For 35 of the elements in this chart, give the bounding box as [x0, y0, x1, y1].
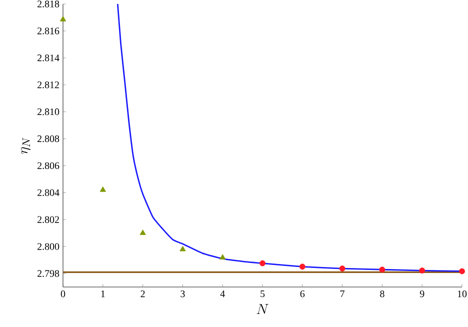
point — [459, 268, 465, 274]
x-tick-label: 7 — [340, 290, 345, 298]
y-tick-label: 2.812 — [38, 81, 59, 88]
x-axis-title: $N$ — [256, 304, 268, 314]
x-tick-label: 5 — [260, 290, 265, 298]
x-tick-label: 1 — [101, 290, 105, 298]
x-tick-label: 8 — [380, 290, 384, 298]
x-tick-label: 9 — [420, 290, 424, 298]
point — [140, 230, 146, 235]
x-tick-label: 10 — [458, 290, 467, 298]
y-tick-label: 2.802 — [38, 216, 59, 223]
point — [100, 186, 106, 192]
y-tick-label: 2.804 — [38, 189, 60, 196]
y-tick-label: 2.816 — [38, 28, 60, 34]
x-tick-label: 6 — [300, 290, 305, 298]
x-tick-label: 2 — [140, 290, 145, 298]
point — [419, 268, 426, 274]
y-tick-label: 2.814 — [38, 54, 60, 62]
point — [60, 16, 66, 22]
y-tick-label: 2.800 — [38, 243, 60, 250]
point — [260, 260, 266, 266]
y-tick-label: 2.806 — [38, 162, 60, 170]
x-tick-label: 4 — [220, 290, 225, 298]
x-tick-label: 3 — [180, 290, 185, 298]
y-tick-label: 2.798 — [38, 270, 60, 277]
point — [180, 246, 186, 252]
point — [299, 264, 306, 270]
y-axis-title: $\eta_N$ — [21, 138, 31, 154]
point — [339, 266, 346, 272]
point — [379, 266, 386, 273]
point — [220, 254, 226, 260]
x-tick-label: 0 — [60, 290, 66, 298]
y-tick-label: 2.818 — [38, 0, 60, 8]
y-tick-label: 2.810 — [38, 108, 60, 116]
y-tick-label: 2.808 — [38, 135, 60, 142]
